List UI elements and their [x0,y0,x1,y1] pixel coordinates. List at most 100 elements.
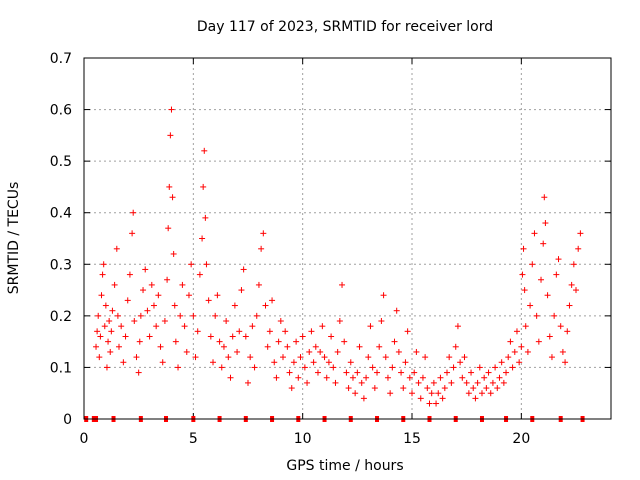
data-point [570,261,577,268]
data-point [94,328,101,335]
data-point [100,261,107,268]
data-point [169,194,176,201]
data-point [339,281,346,288]
data-point [107,348,114,355]
data-point [216,338,223,345]
data-point [165,225,172,232]
data-point [105,338,112,345]
data-point [170,250,177,257]
data-point [564,328,571,335]
data-point [369,364,376,371]
data-point [424,385,431,392]
data-point [185,292,192,299]
data-point [199,235,206,242]
data-point [573,287,580,294]
data-point [171,302,178,309]
data-point [262,302,269,309]
data-point [503,369,510,376]
data-point [454,323,461,330]
data-point [494,385,501,392]
data-point [476,364,483,371]
data-point [520,245,527,252]
data-point [577,230,584,237]
data-point [229,333,236,340]
data-point [450,364,457,371]
data-point [293,338,300,345]
data-point [299,333,306,340]
data-point [371,385,378,392]
data-point [317,348,324,355]
data-point [97,333,104,340]
data-point [485,369,492,376]
y-tick-label: 0.2 [50,309,72,325]
data-point [391,338,398,345]
data-point [188,261,195,268]
data-point [238,287,245,294]
data-point [308,328,315,335]
data-point [404,328,411,335]
data-point [95,312,102,319]
data-point [161,318,168,325]
data-point [541,194,548,201]
data-point [334,348,341,355]
data-point [118,323,125,330]
data-point [448,379,455,386]
data-point [111,281,118,288]
data-point [356,343,363,350]
data-point [360,395,367,402]
data-point [153,323,160,330]
data-point [273,374,280,381]
data-point [231,302,238,309]
data-point [240,266,247,273]
x-axis-ticks: 0 5 10 15 20 [80,58,530,447]
data-point [409,390,416,397]
data-point [130,209,137,216]
data-point [365,354,372,361]
data-point [286,369,293,376]
data-point [306,348,313,355]
data-point [269,297,276,304]
data-point [521,287,528,294]
data-point [538,276,545,283]
data-point [465,390,472,397]
data-point [439,395,446,402]
data-point [395,348,402,355]
data-point [380,292,387,299]
data-point [341,338,348,345]
data-point [200,183,207,190]
y-tick-label: 0.1 [50,360,72,376]
data-point [443,369,450,376]
data-point [330,364,337,371]
data-point [120,359,127,366]
data-point [430,379,437,386]
y-axis-label: SRMTID / TECUs [6,182,22,295]
data-point [247,354,254,361]
data-point [461,354,468,361]
data-point [343,369,350,376]
data-point [136,338,143,345]
data-point [290,359,297,366]
data-point [159,359,166,366]
data-point [140,287,147,294]
data-point [559,348,566,355]
data-point [345,385,352,392]
data-point [325,359,332,366]
data-point [483,385,490,392]
data-point [295,374,302,381]
data-point [214,292,221,299]
data-point [271,359,278,366]
data-point [109,307,116,314]
data-point [282,328,289,335]
data-point [99,271,106,278]
data-point [426,400,433,407]
data-point [470,385,477,392]
data-point [568,281,575,288]
data-point [522,323,529,330]
data-point [415,379,422,386]
y-tick-label: 0.3 [50,257,72,273]
data-point [166,183,173,190]
data-point [201,147,208,154]
data-point [400,385,407,392]
data-point [133,354,140,361]
data-point [98,292,105,299]
